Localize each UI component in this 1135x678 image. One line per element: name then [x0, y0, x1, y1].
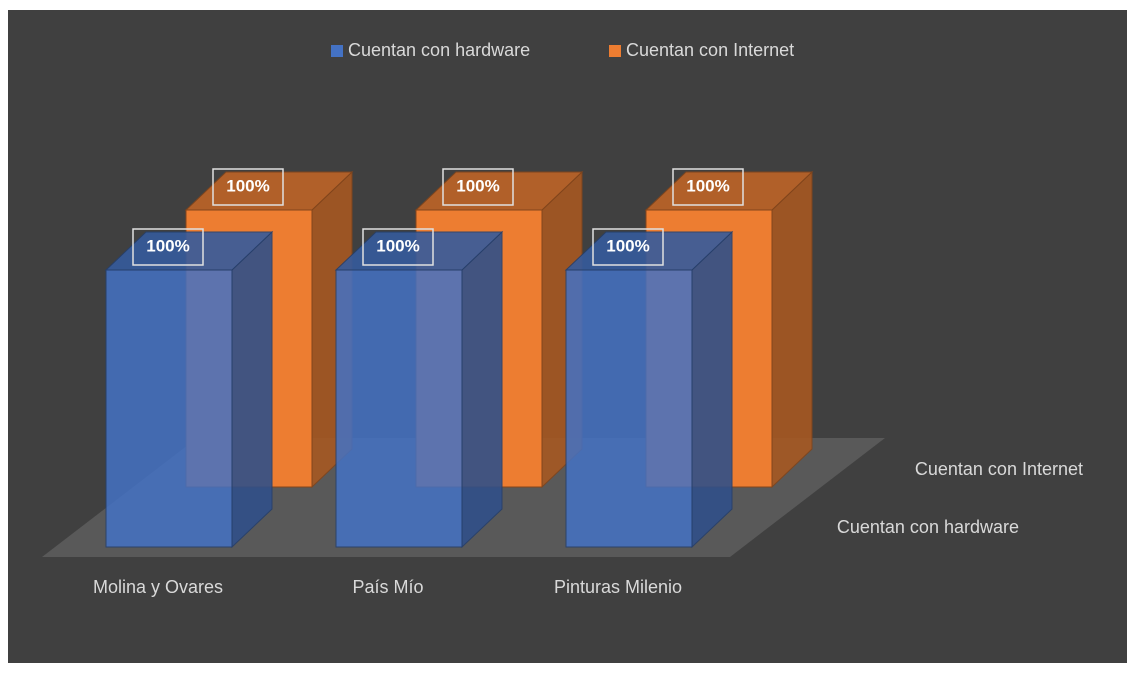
value-label-box — [442, 168, 514, 206]
x-tick-label: Pinturas Milenio — [554, 577, 682, 597]
value-label-box — [132, 228, 204, 266]
depth-axis-label: Cuentan con hardware — [837, 517, 1019, 537]
bar-side — [461, 230, 503, 549]
value-label-box — [212, 168, 284, 206]
legend-label: Cuentan con Internet — [626, 40, 794, 60]
bar-side — [231, 230, 273, 549]
value-label: 100% — [606, 236, 649, 255]
legend-swatch — [609, 45, 621, 57]
value-label: 100% — [456, 176, 499, 195]
depth-axis-label: Cuentan con Internet — [915, 459, 1083, 479]
value-label: 100% — [226, 176, 269, 195]
value-label: 100% — [686, 176, 729, 195]
value-label-box — [672, 168, 744, 206]
bar-front — [335, 269, 463, 548]
value-label-box — [592, 228, 664, 266]
value-label-box — [362, 228, 434, 266]
bar — [564, 230, 734, 549]
bar-side — [771, 170, 813, 489]
bar-front — [565, 269, 693, 548]
value-label: 100% — [146, 236, 189, 255]
legend-swatch — [331, 45, 343, 57]
bar-front — [105, 269, 233, 548]
value-label: 100% — [376, 236, 419, 255]
x-tick-label: Molina y Ovares — [93, 577, 223, 597]
x-tick-label: País Mío — [352, 577, 423, 597]
bar — [104, 230, 274, 549]
bar-side — [691, 230, 733, 549]
legend-label: Cuentan con hardware — [348, 40, 530, 60]
bar — [334, 230, 504, 549]
